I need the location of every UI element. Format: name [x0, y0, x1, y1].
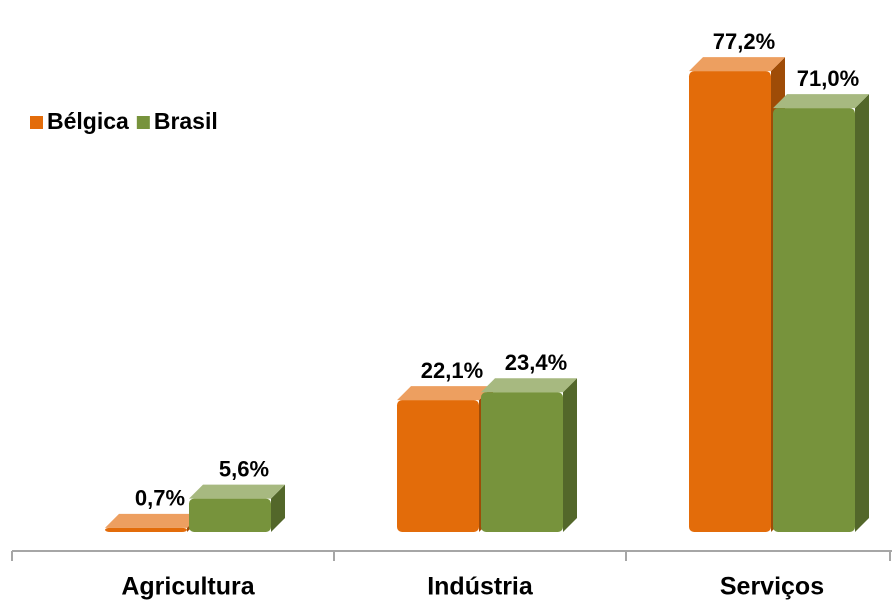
- bar: [481, 378, 577, 532]
- bar-top: [773, 94, 869, 109]
- bar: [773, 94, 869, 532]
- bar-side: [855, 94, 869, 532]
- bar-front: [397, 400, 479, 532]
- x-tick-label: Agricultura: [121, 573, 255, 601]
- bar-top: [397, 386, 493, 401]
- bar: [105, 513, 201, 532]
- bar-front: [105, 527, 187, 532]
- bar-front: [481, 392, 563, 532]
- legend-label: Brasil: [154, 108, 218, 134]
- bar: [189, 484, 285, 532]
- bar-front: [773, 108, 855, 532]
- bar-front: [689, 71, 771, 532]
- bar-top: [105, 513, 201, 528]
- data-label: 71,0%: [797, 66, 859, 91]
- legend-swatch: [136, 116, 150, 129]
- legend-swatch: [30, 116, 43, 129]
- data-label: 5,6%: [219, 456, 269, 481]
- x-tick-label: Indústria: [427, 573, 534, 601]
- data-label: 22,1%: [421, 358, 483, 383]
- bar-top: [689, 57, 785, 72]
- bar-side: [563, 378, 577, 532]
- data-label: 0,7%: [135, 486, 185, 511]
- bar-front: [189, 498, 271, 532]
- legend-label: Bélgica: [47, 108, 129, 134]
- bar: [689, 57, 785, 532]
- bar-top: [189, 484, 285, 499]
- x-tick-label: Serviços: [720, 573, 824, 601]
- bar: [397, 386, 493, 532]
- data-label: 23,4%: [505, 350, 567, 375]
- data-label: 77,2%: [713, 29, 775, 54]
- bar-top: [481, 378, 577, 393]
- bar-side: [271, 484, 285, 532]
